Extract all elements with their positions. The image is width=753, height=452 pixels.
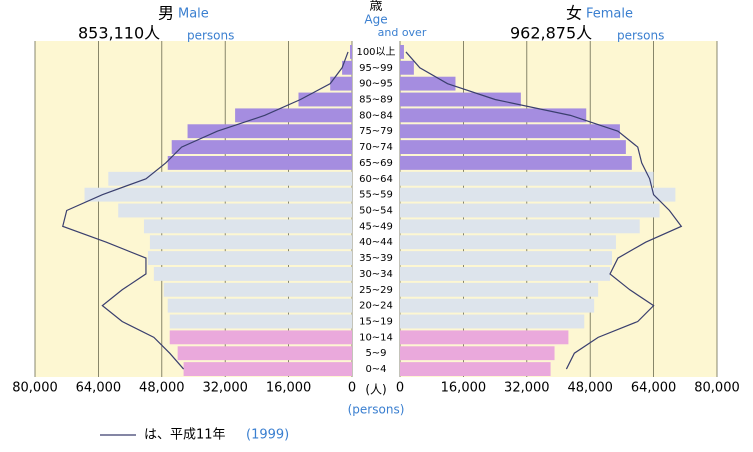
female-bar [400,314,585,329]
x-tick-label: 0 [348,381,356,396]
x-tick-label: 64,000 [76,381,122,396]
female-ja: 女 [566,4,582,23]
male-bar [171,140,352,154]
male-bar [350,45,352,59]
male-bar [169,314,352,329]
male-en: Male [178,7,209,22]
age-label: 0~4 [365,364,386,375]
female-total: 962,875人 [510,24,592,43]
age-label: 35~39 [359,253,393,264]
female-bar [400,282,599,297]
male-bar [143,219,352,234]
age-label: 60~64 [359,174,393,185]
male-bar [163,282,352,297]
age-label: 80~84 [359,110,393,121]
age-label: 20~24 [359,301,393,312]
x-tick-label: 80,000 [12,381,58,396]
x-tick-label: 0 [396,381,404,396]
age-label: 45~49 [359,221,393,232]
age-label: 40~44 [359,237,393,248]
male-bar [84,187,352,202]
female-bar [400,108,587,123]
male-ja: 男 [158,4,174,23]
male-bar [153,267,352,281]
x-tick-label: 16,000 [441,381,487,396]
age-label: 10~14 [359,332,393,343]
male-bar [169,330,352,345]
male-total: 853,110人 [78,24,160,43]
x-tick-label: 48,000 [139,381,185,396]
x-tick-label: 80,000 [694,381,740,396]
female-bar [400,156,632,170]
male-bar [235,108,352,123]
legend-year: (1999) [246,428,289,443]
female-en: Female [586,7,633,22]
female-bar [400,235,616,250]
x-tick-label: 48,000 [567,381,613,396]
age-label: 70~74 [359,142,393,153]
age-label: 50~54 [359,206,393,217]
age-ja: 歳 [369,0,382,14]
age-label: 55~59 [359,190,393,201]
age-label: 5~9 [365,348,386,359]
female-bar [400,203,660,218]
female-bar [400,124,620,139]
age-en: Age [364,13,387,27]
male-bar [330,76,352,91]
age-label: 15~19 [359,317,393,328]
male-bar [149,235,352,250]
female-bar [400,251,612,265]
male-unit: persons [187,29,234,43]
male-bar [177,346,352,361]
male-bar [342,60,352,75]
female-1999-line [405,51,683,370]
male-bar [167,298,352,313]
age-label: 30~34 [359,269,393,280]
female-bar [400,187,676,202]
x-tick-label: 32,000 [504,381,550,396]
female-bar [400,140,626,154]
age-label: 65~69 [359,158,393,169]
x-tick-label: 32,000 [202,381,248,396]
male-bar [118,203,353,218]
male-bar [183,362,352,376]
female-bar [400,60,414,75]
female-bar [400,346,555,361]
age-label: 95~99 [359,63,393,74]
female-bar [400,219,640,234]
male-1999-line [62,51,349,370]
female-bar [400,330,569,345]
female-bar [400,45,404,59]
x-unit-en: (persons) [348,403,405,417]
female-bar [400,362,551,376]
age-label: 25~29 [359,285,393,296]
x-tick-label: 16,000 [266,381,312,396]
age-label: 90~95 [359,79,393,90]
age-label: 100以上 [356,46,395,58]
female-bar [400,171,654,186]
male-bar [108,171,353,186]
age-label: 85~89 [359,95,393,106]
x-unit-ja: (人) [365,383,386,397]
female-bar [400,267,611,281]
male-bar [147,251,352,265]
x-tick-label: 64,000 [631,381,677,396]
female-bar [400,92,521,107]
female-bar [400,298,595,313]
age-label: 75~79 [359,126,393,137]
male-bar [298,92,352,107]
male-bar [187,124,352,139]
male-bar [167,156,352,170]
female-unit: persons [617,29,664,43]
age-over: and over [378,26,427,39]
legend-label: は、平成11年 [144,428,226,443]
plot: 0 0 16,000 16,000 32,000 32,000 48,000 48,000 64… [12,41,740,396]
